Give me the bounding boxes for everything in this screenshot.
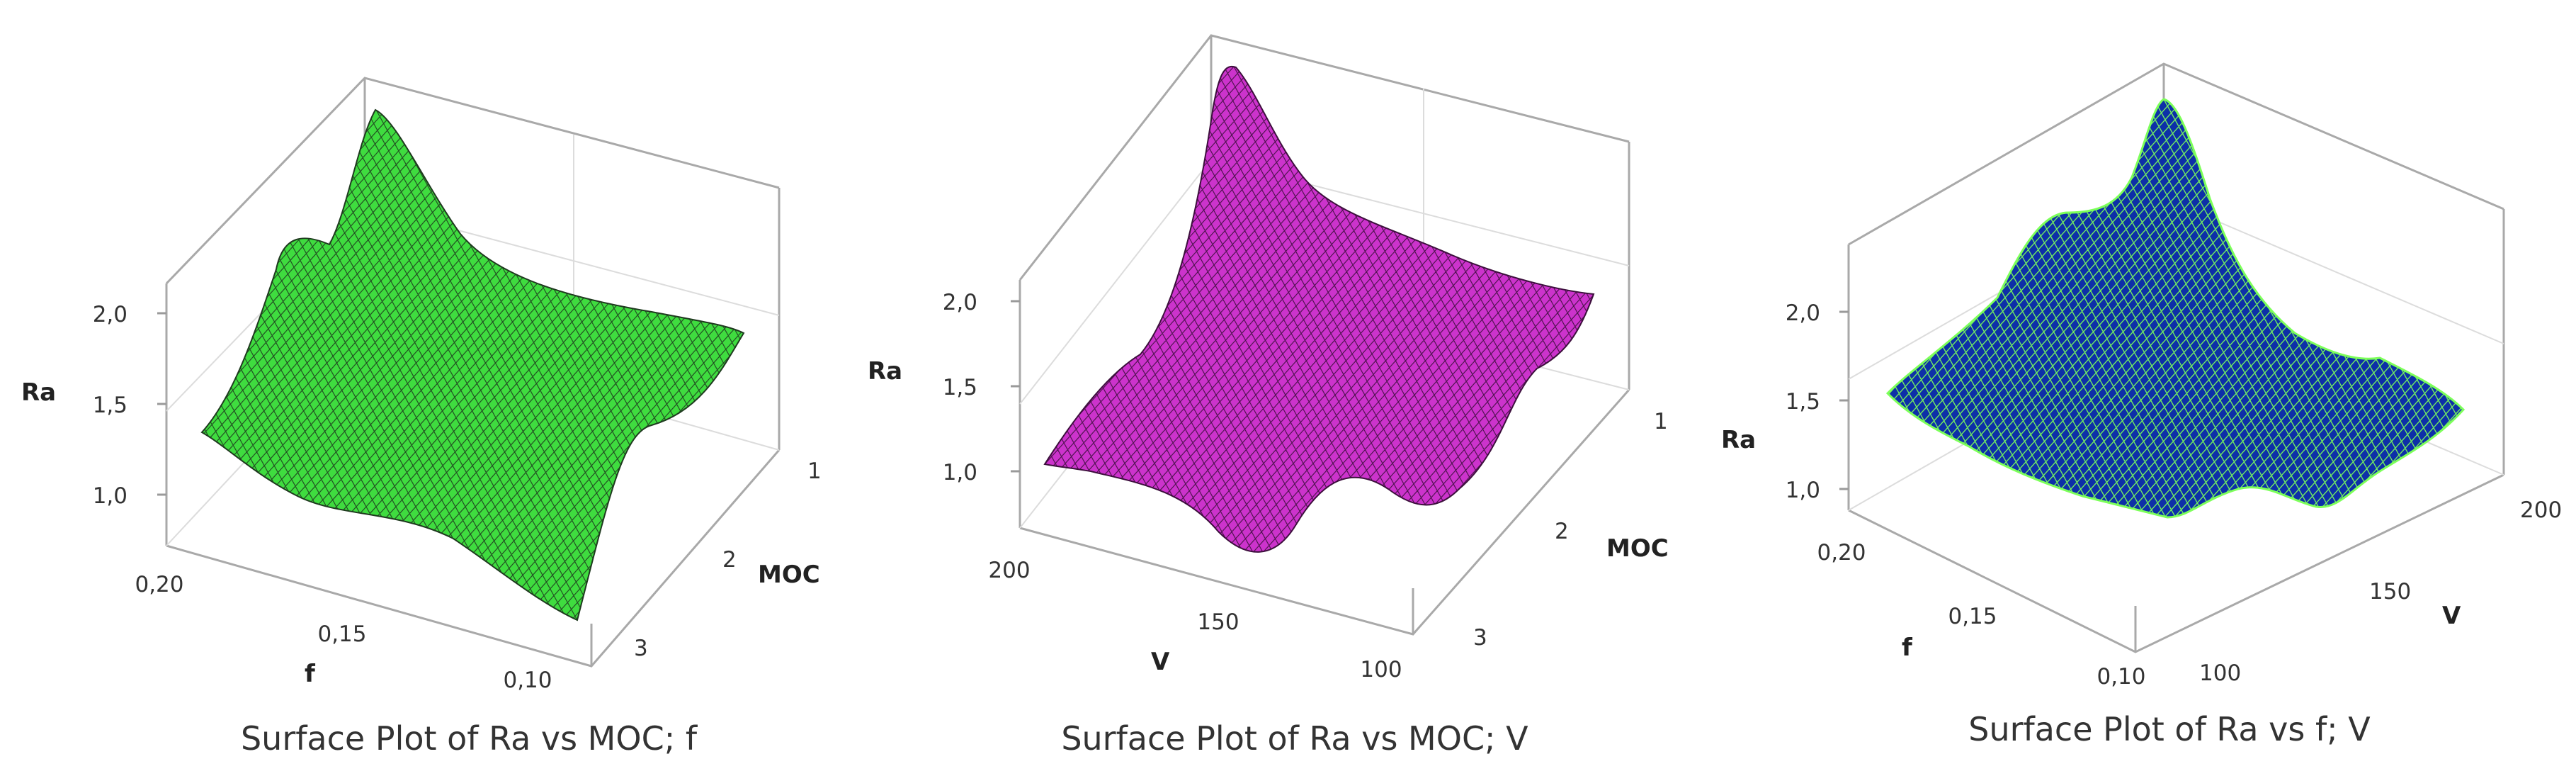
plot3-y-ticks: 100 150 200 V <box>2199 497 2562 686</box>
plot2-ztick-2: 2,0 <box>943 290 977 315</box>
plot3-y-axis-label: V <box>2442 602 2461 630</box>
plot1-ytick-0: 1 <box>807 459 822 484</box>
plot1-title: Surface Plot of Ra vs MOC; f <box>241 719 698 758</box>
plot3-title: Surface Plot of Ra vs f; V <box>1968 710 2371 748</box>
surface-plot-1: 1,0 1,5 2,0 Ra 0,20 0,15 0,10 f 1 2 3 MO… <box>21 77 822 758</box>
plot3-xtick-2: 0,10 <box>2096 664 2145 690</box>
plot2-ztick-1: 1,5 <box>943 375 977 400</box>
plot1-ytick-1: 2 <box>722 547 737 573</box>
plot1-ztick-2: 2,0 <box>93 302 127 327</box>
plot3-xtick-1: 0,15 <box>1948 604 1997 629</box>
plot3-z-ticks: 1,0 1,5 2,0 Ra <box>1721 300 1849 503</box>
plot1-xtick-1: 0,15 <box>317 622 366 647</box>
plot2-ytick-0: 1 <box>1654 409 1668 434</box>
plot1-ztick-1: 1,5 <box>93 393 127 418</box>
plot3-ztick-2: 2,0 <box>1786 300 1820 326</box>
plot2-x-axis-label: V <box>1151 648 1170 676</box>
plot3-ytick-1: 150 <box>2369 579 2411 605</box>
plot1-ytick-2: 3 <box>634 636 648 661</box>
plot2-y-ticks: 1 2 3 MOC <box>1473 409 1669 651</box>
plot2-title: Surface Plot of Ra vs MOC; V <box>1061 719 1528 758</box>
plot2-z-ticks: 1,0 1,5 2,0 Ra <box>868 290 1020 485</box>
plot2-xtick-0: 200 <box>988 558 1030 583</box>
plot1-xtick-0: 0,20 <box>135 572 183 597</box>
plot1-z-ticks: 1,0 1,5 2,0 Ra <box>21 302 166 509</box>
plot2-y-axis-label: MOC <box>1606 534 1669 563</box>
plot1-z-axis-label: Ra <box>21 378 56 407</box>
plot3-ytick-0: 100 <box>2199 660 2241 686</box>
plot1-xtick-2: 0,10 <box>503 668 552 693</box>
surface-plot-3: 1,0 1,5 2,0 Ra 0,20 0,15 0,10 f 100 150 … <box>1721 62 2562 748</box>
plot2-z-axis-label: Ra <box>868 357 902 386</box>
plot2-ztick-0: 1,0 <box>943 460 977 485</box>
plot2-ytick-2: 3 <box>1473 625 1487 651</box>
plot1-y-ticks: 1 2 3 MOC <box>634 459 822 661</box>
plot1-surface <box>200 108 745 622</box>
plot1-y-axis-label: MOC <box>758 561 820 589</box>
plot2-xtick-2: 100 <box>1360 657 1402 682</box>
plot3-ztick-0: 1,0 <box>1786 478 1820 503</box>
surface-plot-2: 1,0 1,5 2,0 Ra 200 150 100 V 1 2 3 MOC S… <box>868 34 1669 758</box>
plot3-x-axis-label: f <box>1902 634 1913 662</box>
plot2-x-ticks: 200 150 100 V <box>988 558 1402 682</box>
plot1-ztick-0: 1,0 <box>93 483 127 509</box>
plot2-ytick-1: 2 <box>1555 519 1569 544</box>
plot3-ytick-2: 200 <box>2520 497 2562 523</box>
plot2-xtick-1: 150 <box>1197 609 1239 635</box>
plot1-x-axis-label: f <box>305 660 316 688</box>
plot3-xtick-0: 0,20 <box>1817 540 1866 566</box>
plot3-x-ticks: 0,20 0,15 0,10 f <box>1817 540 2145 690</box>
plot2-surface <box>1043 66 1595 553</box>
plot1-x-ticks: 0,20 0,15 0,10 f <box>135 572 552 693</box>
plot3-z-axis-label: Ra <box>1721 426 1756 454</box>
plot3-ztick-1: 1,5 <box>1786 389 1820 415</box>
